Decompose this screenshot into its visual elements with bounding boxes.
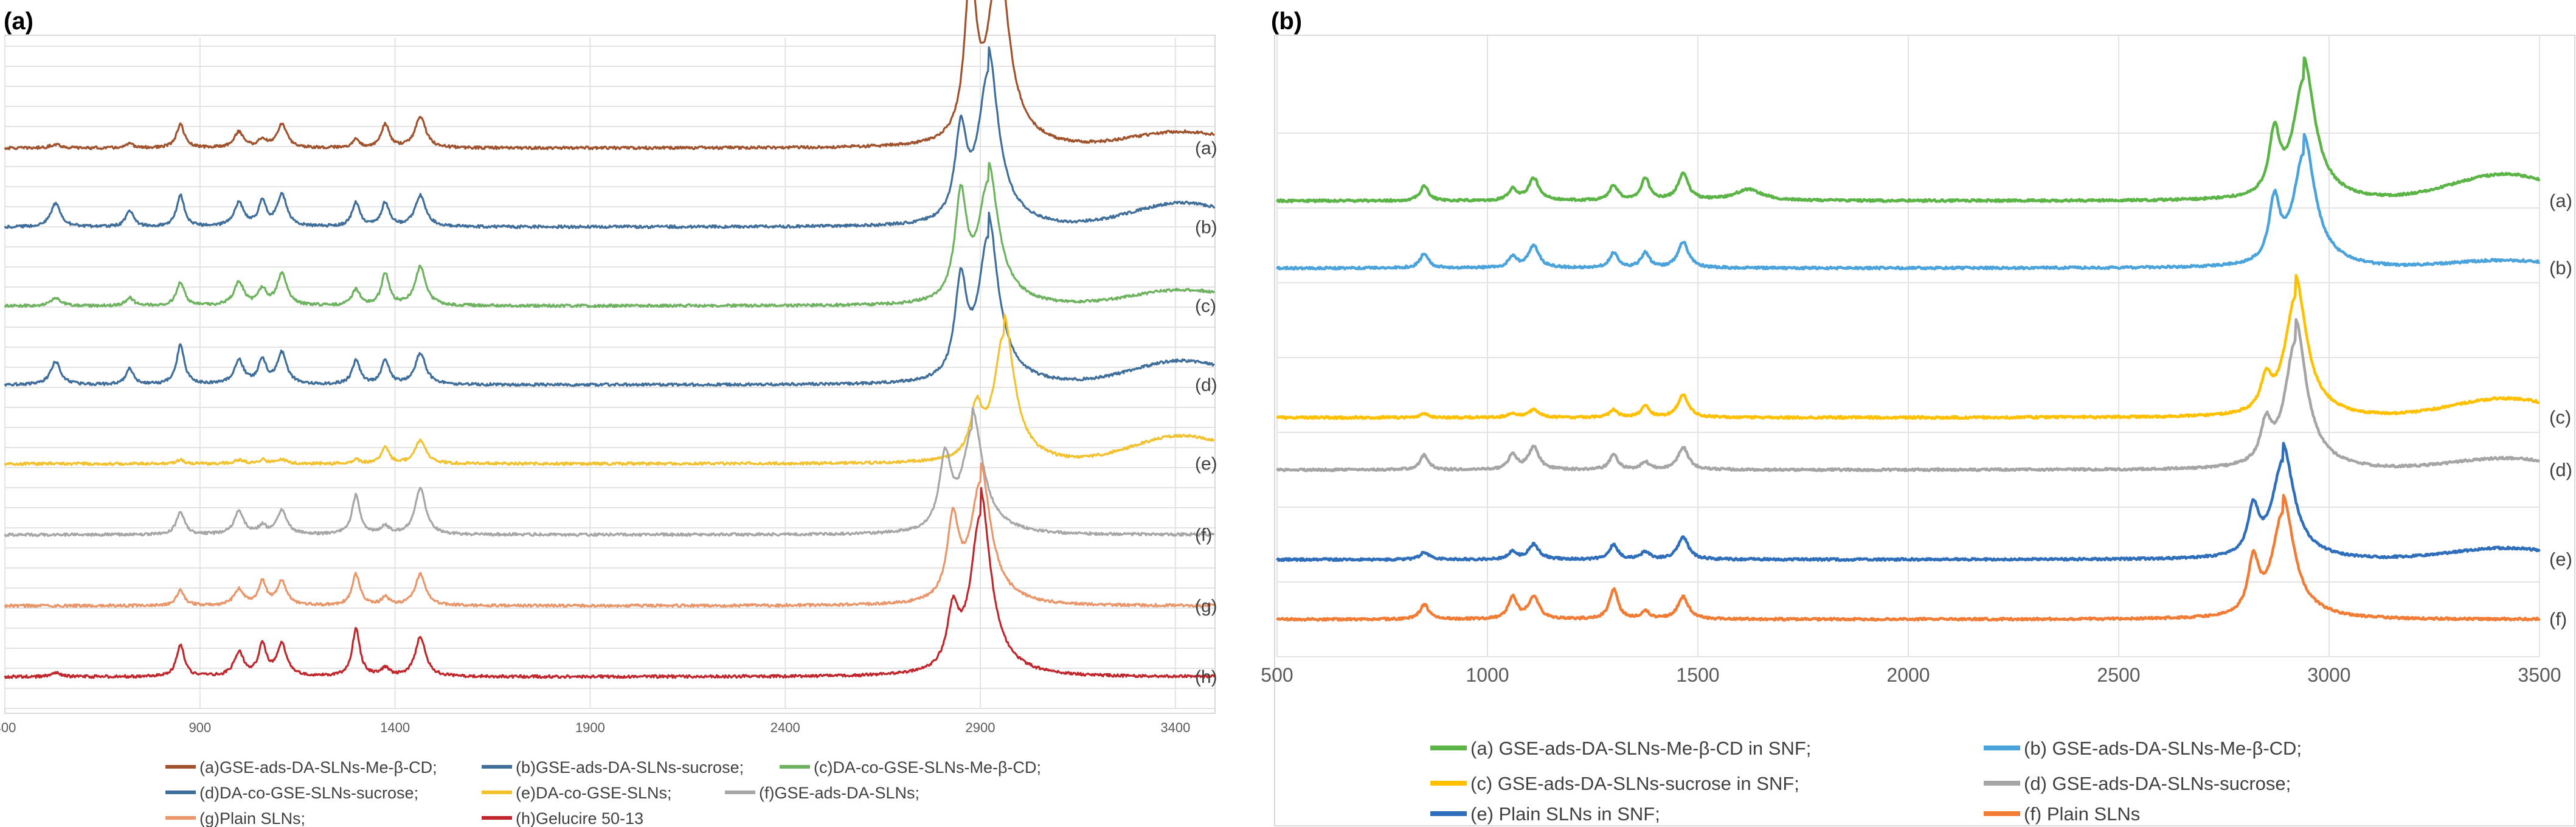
trace-label-e: (e) xyxy=(1195,454,1217,474)
panel-a-series-layer: (a) (b) (c) (d) (e) (f) (g) (h) xyxy=(4,0,1217,687)
trace-label-f: (f) xyxy=(1195,525,1212,545)
panel-a-label: (a) xyxy=(4,8,33,35)
x-tick-label: 1900 xyxy=(575,720,605,735)
panel-a-x-axis: 400 900 1400 1900 2400 2900 3400 xyxy=(0,720,1190,735)
spectrum-line-e xyxy=(1276,441,2541,562)
panel-a-legend: (a)GSE-ads-DA-SLNs-Me-β-CD; (b)GSE-ads-D… xyxy=(165,758,1041,827)
spectrum-line-c xyxy=(1276,274,2540,420)
x-tick-label: 1500 xyxy=(1676,664,1719,686)
x-tick-label: 900 xyxy=(189,720,211,735)
x-tick-label: 2000 xyxy=(1886,664,1930,686)
trace-label-c: (c) xyxy=(1195,296,1216,316)
x-tick-label: 3000 xyxy=(2307,664,2350,686)
trace-label-f: (f) xyxy=(2549,609,2567,630)
spectrum-line-b xyxy=(1276,133,2541,271)
legend-b-entry-d: (d) GSE-ads-DA-SLNs-sucrose; xyxy=(2024,773,2291,794)
legend-a-entry-d: (d)DA-co-GSE-SLNs-sucrose; xyxy=(199,784,418,802)
x-tick-label: 400 xyxy=(0,720,16,735)
legend-a-entry-f: (f)GSE-ads-DA-SLNs; xyxy=(759,784,919,802)
panel-b-label: (b) xyxy=(1271,8,1302,35)
trace-label-e: (e) xyxy=(2549,548,2572,570)
legend-a-entry-g: (g)Plain SLNs; xyxy=(199,809,305,827)
trace-label-b: (b) xyxy=(1195,217,1217,237)
spectrum-line-d xyxy=(1276,318,2540,472)
trace-label-b: (b) xyxy=(2549,257,2572,279)
panel-a-gridlines xyxy=(4,38,1214,709)
panel-b-x-axis: 500 1000 1500 2000 2500 3000 3500 xyxy=(1261,664,2561,686)
legend-a-entry-c: (c)DA-co-GSE-SLNs-Me-β-CD; xyxy=(814,758,1041,777)
panel-b-frame xyxy=(1274,35,2575,826)
trace-label-d: (d) xyxy=(2549,459,2572,480)
trace-label-a: (a) xyxy=(2549,190,2572,211)
legend-a-entry-h: (h)Gelucire 50-13 xyxy=(516,809,643,827)
x-tick-label: 2900 xyxy=(966,720,995,735)
legend-b-entry-a: (a) GSE-ads-DA-SLNs-Me-β-CD in SNF; xyxy=(1470,738,1811,759)
x-tick-label: 2400 xyxy=(770,720,800,735)
trace-label-c: (c) xyxy=(2549,407,2571,428)
spectrum-line-a xyxy=(4,0,1215,150)
panel-b-gridlines xyxy=(1276,36,2540,657)
spectrum-line-g xyxy=(4,462,1216,609)
x-tick-label: 3500 xyxy=(2518,664,2561,686)
spectrum-line-b xyxy=(4,46,1216,229)
trace-label-a: (a) xyxy=(1195,139,1217,159)
legend-b-entry-e: (e) Plain SLNs in SNF; xyxy=(1470,803,1660,825)
trace-label-h: (h) xyxy=(1195,667,1217,687)
spectrum-line-a xyxy=(1275,56,2541,204)
legend-a-entry-b: (b)GSE-ads-DA-SLNs-sucrose; xyxy=(516,758,744,777)
x-tick-label: 2500 xyxy=(2097,664,2140,686)
legend-b-entry-c: (c) GSE-ads-DA-SLNs-sucrose in SNF; xyxy=(1470,773,1799,794)
spectrum-line-h xyxy=(4,486,1216,679)
panel-b: (b) (a) (b) (c) (d) (e) (f) 500 1000 1500 2000 25… xyxy=(1261,8,2575,826)
x-tick-label: 500 xyxy=(1261,664,1293,686)
panel-b-series-layer: (a) (b) (c) (d) (e) (f) xyxy=(1275,56,2572,630)
legend-b-entry-f: (f) Plain SLNs xyxy=(2024,803,2140,825)
trace-label-g: (g) xyxy=(1195,596,1217,616)
x-tick-label: 3400 xyxy=(1160,720,1190,735)
legend-b-entry-b: (b) GSE-ads-DA-SLNs-Me-β-CD; xyxy=(2024,738,2302,759)
legend-a-entry-a: (a)GSE-ads-DA-SLNs-Me-β-CD; xyxy=(199,758,437,777)
spectrum-line-c xyxy=(4,162,1216,308)
panel-b-legend: (a) GSE-ads-DA-SLNs-Me-β-CD in SNF; (b) … xyxy=(1430,738,2302,825)
x-tick-label: 1400 xyxy=(380,720,410,735)
spectrum-line-f xyxy=(4,407,1215,538)
spectrum-line-f xyxy=(1276,494,2541,622)
x-tick-label: 1000 xyxy=(1466,664,1509,686)
spectrum-line-e xyxy=(4,313,1215,466)
legend-a-entry-e: (e)DA-co-GSE-SLNs; xyxy=(516,784,672,802)
panel-a: (a) (a) (b) (c) (d) (e) (f) (g) (h) 400 900 1400 1… xyxy=(0,0,1217,827)
trace-label-d: (d) xyxy=(1195,375,1217,395)
spectrum-line-d xyxy=(4,211,1215,387)
